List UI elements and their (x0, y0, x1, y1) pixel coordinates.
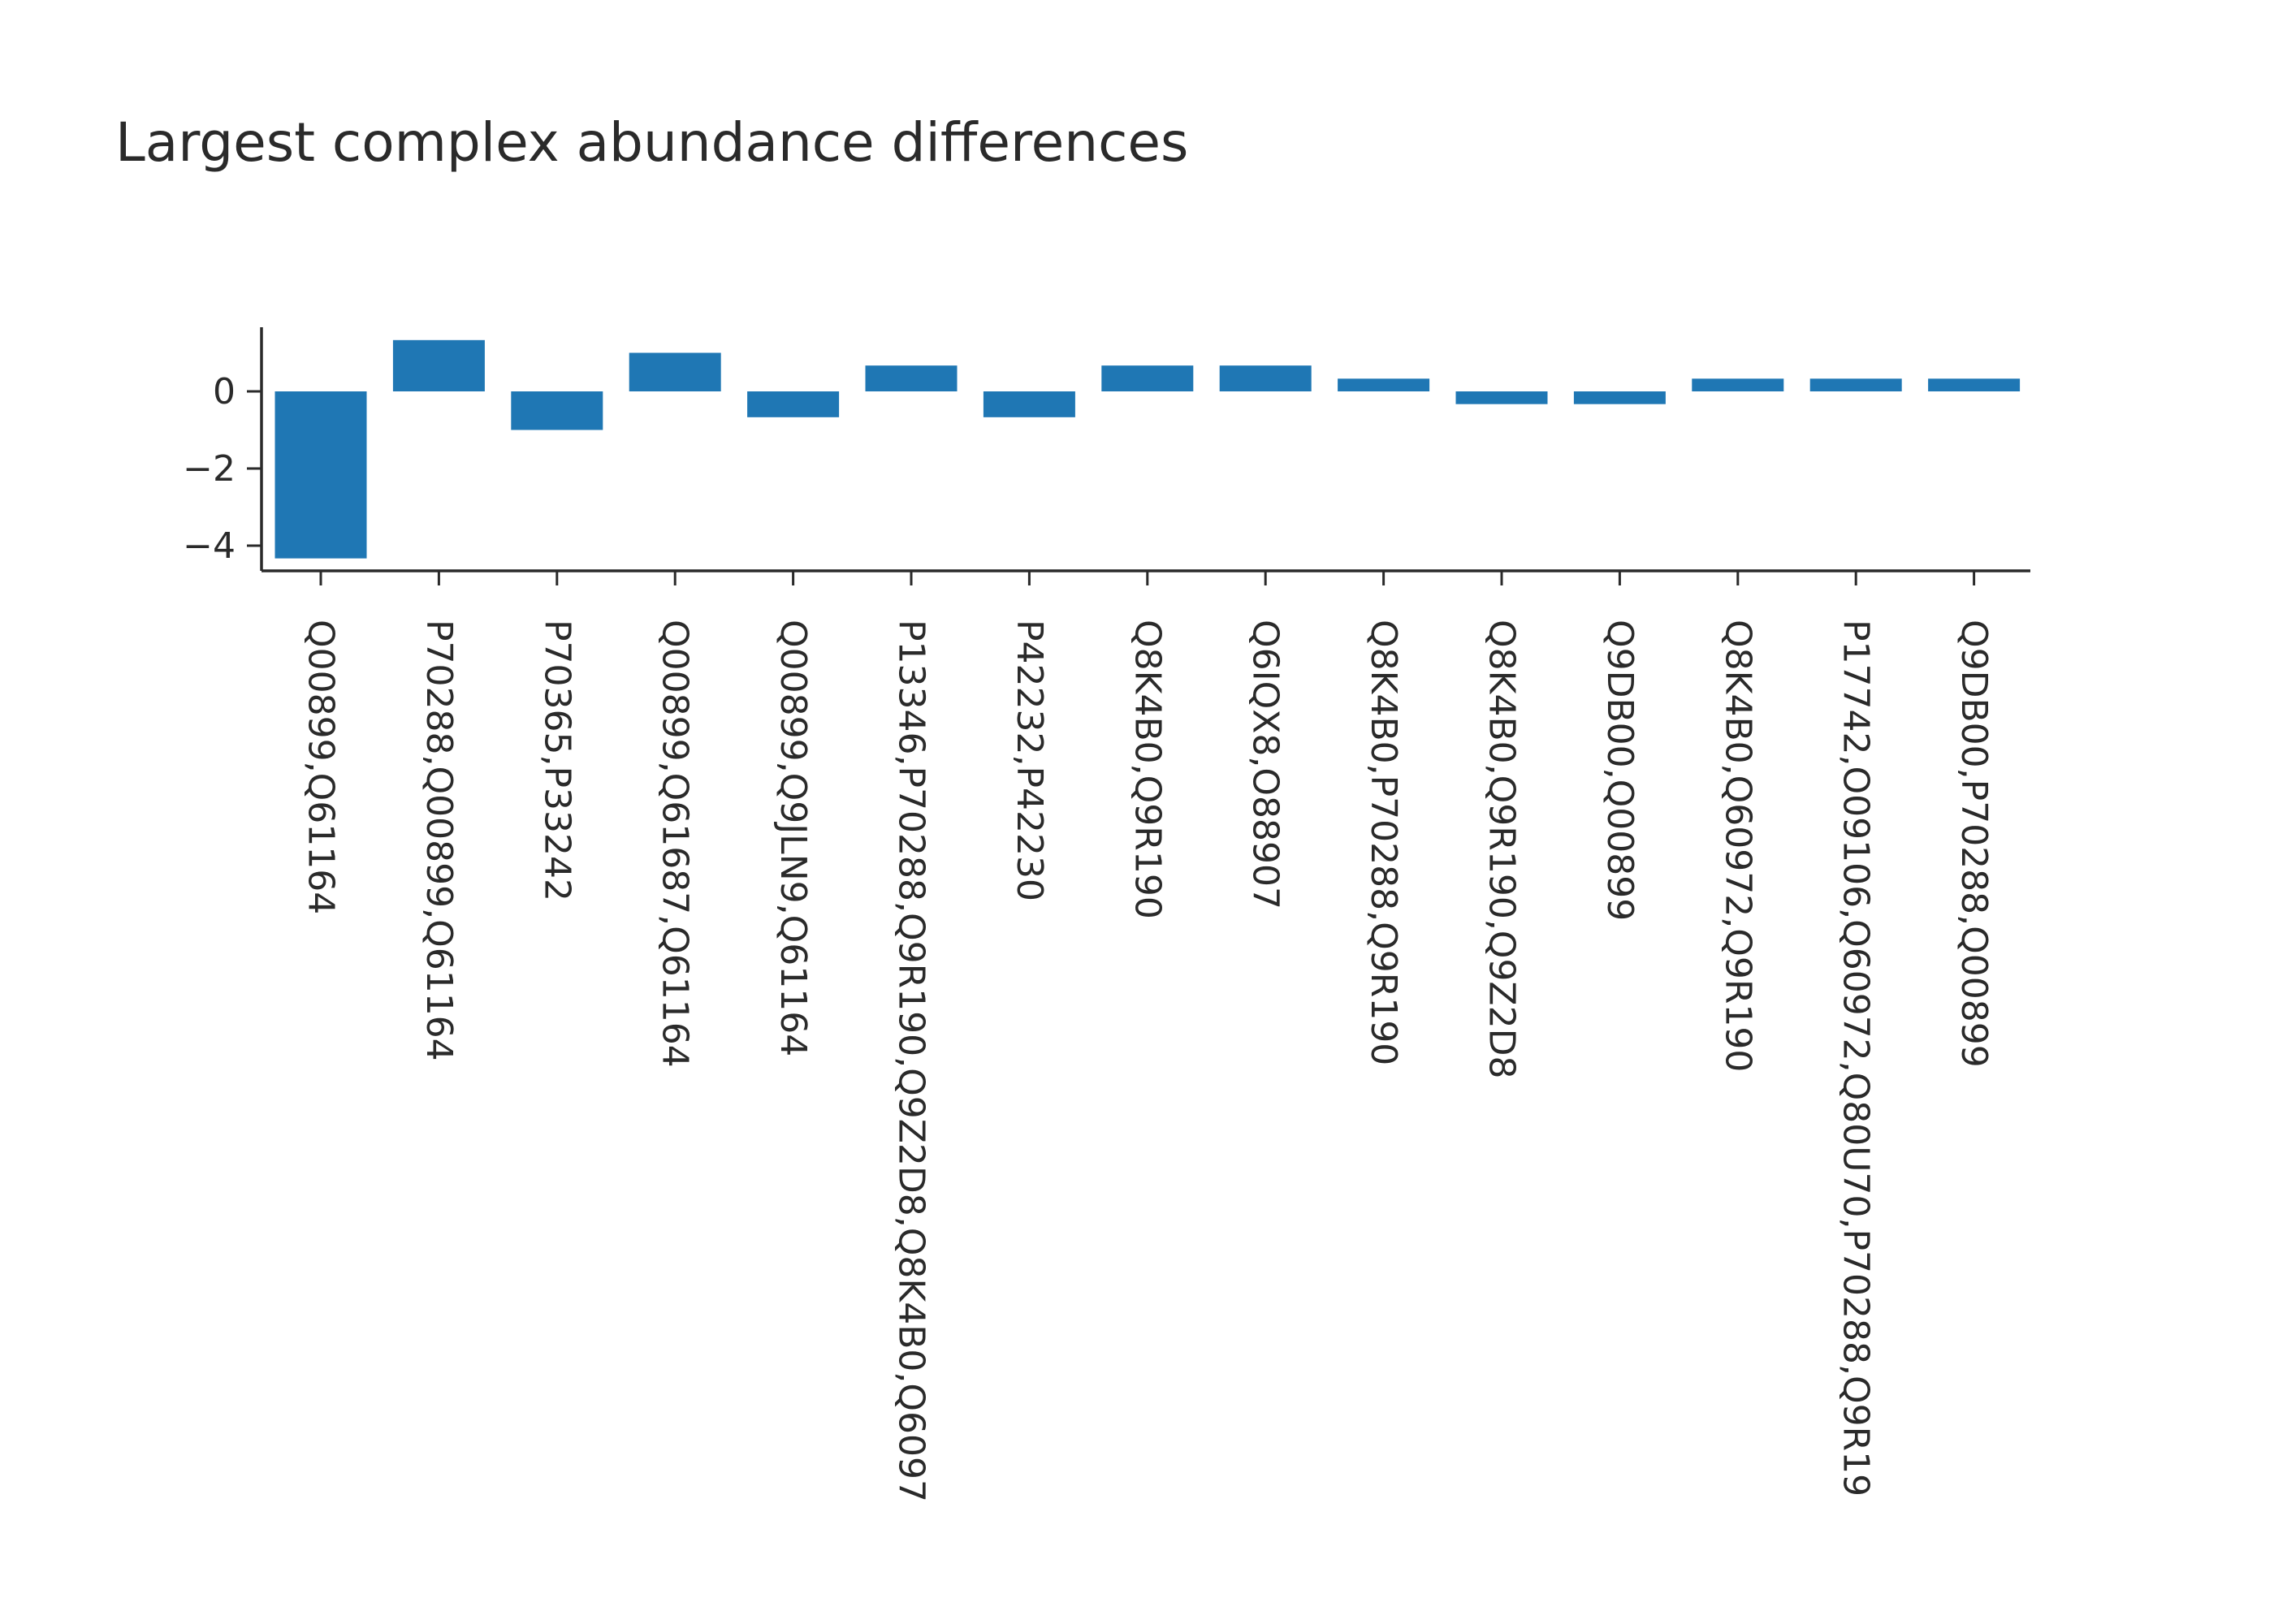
bar (747, 391, 840, 417)
bar (1573, 391, 1666, 404)
x-tick-label: Q8K4B0,P70288,Q9R190 (1363, 620, 1404, 1065)
bar (1219, 365, 1312, 391)
bar (1809, 378, 1902, 391)
bar (1338, 378, 1430, 391)
y-tick-label: −4 (183, 525, 236, 567)
x-tick-label: Q8K4B0,Q60972,Q9R190 (1717, 620, 1758, 1072)
x-tick-label: Q8K4B0,Q9R190,Q9Z2D8 (1481, 620, 1523, 1078)
x-tick-label: Q00899,Q9JLN9,Q61164 (772, 620, 814, 1056)
bar (275, 391, 367, 559)
x-tick-label: P70288,Q00899,Q61164 (418, 620, 460, 1061)
y-tick-label: −2 (183, 448, 236, 490)
bar (865, 365, 958, 391)
x-ticks: Q00899,Q61164 P70288,Q00899,Q61164 P70365,… (300, 571, 1995, 1502)
axes-layer (260, 327, 2030, 572)
x-tick-label: Q9DB00,Q00899 (1599, 620, 1641, 921)
bars-layer (275, 339, 2021, 559)
y-ticks: 0 −2 −4 (183, 371, 262, 567)
bar (1455, 391, 1548, 404)
chart-title: Largest complex abundance differences (115, 111, 1188, 174)
bar (511, 391, 603, 430)
bar (629, 352, 721, 391)
x-tick-label: Q00899,Q61164 (300, 620, 342, 914)
x-tick-label: Q9DB00,P70288,Q00899 (1953, 620, 1995, 1068)
bar (1101, 365, 1194, 391)
bar (1692, 378, 1784, 391)
x-tick-label: P13346,P70288,Q9R190,Q9Z2D8,Q8K4B0,Q6097 (891, 620, 932, 1502)
x-tick-label: P42232,P42230 (1009, 620, 1050, 901)
bar (1928, 378, 2021, 391)
y-tick-label: 0 (213, 371, 236, 412)
x-tick-label: Q00899,Q61687,Q61164 (655, 620, 696, 1068)
x-tick-label: Q6IQX8,O88907 (1245, 620, 1286, 909)
bar (392, 339, 485, 391)
bar (983, 391, 1075, 417)
x-tick-label: P70365,P33242 (536, 620, 577, 901)
x-tick-label: P17742,O09106,Q60972,Q80U70,P70288,Q9R19 (1835, 620, 1877, 1497)
x-tick-label: Q8K4B0,Q9R190 (1126, 620, 1168, 919)
